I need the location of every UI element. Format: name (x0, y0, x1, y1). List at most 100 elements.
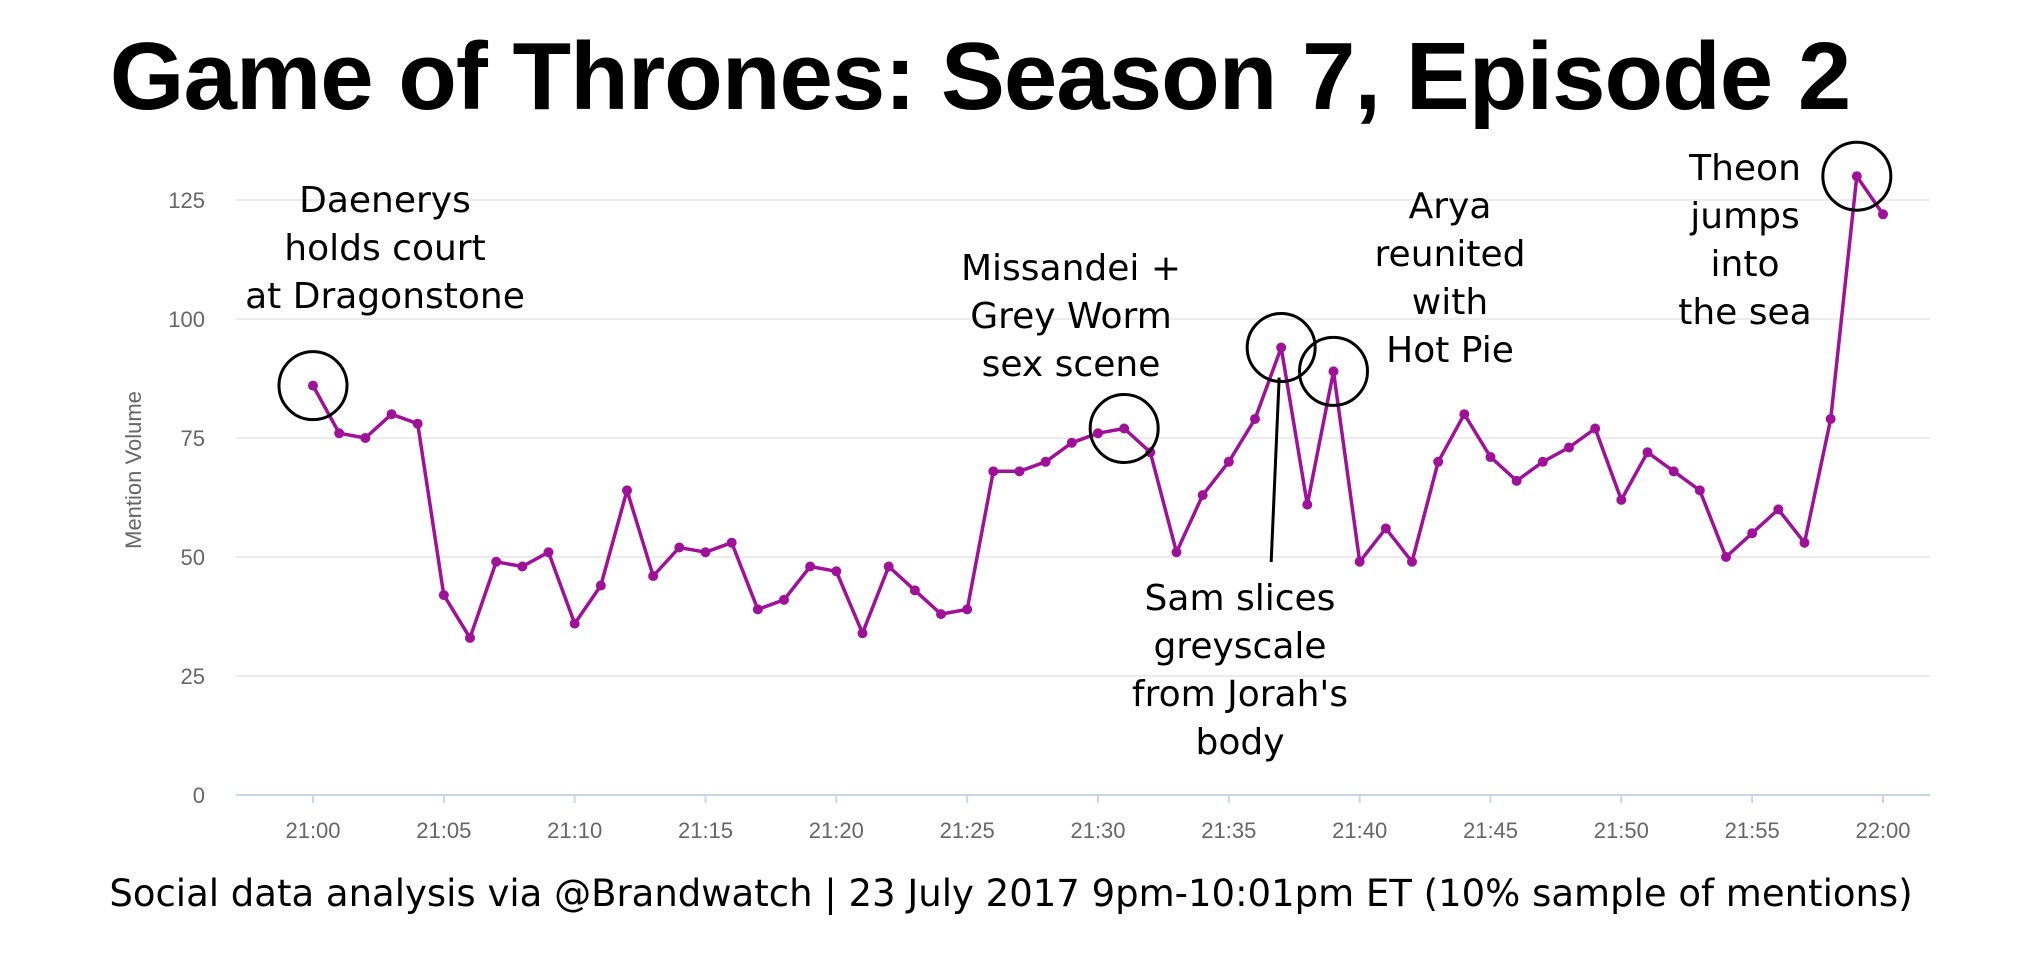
data-point (779, 594, 789, 605)
y-tick-label: 75 (181, 426, 205, 451)
data-point (1093, 428, 1103, 439)
x-tick-label: 21:55 (1725, 818, 1780, 843)
annotation-text: Hot Pie (1386, 330, 1514, 371)
data-point (936, 609, 946, 620)
annotation-circle (1088, 392, 1160, 464)
x-tick-label: 21:15 (678, 818, 733, 843)
x-tick-label: 21:05 (416, 818, 471, 843)
annotation-text: from Jorah's (1132, 674, 1348, 715)
data-point (988, 466, 999, 477)
annotation-text: into (1711, 244, 1780, 285)
data-point (1433, 456, 1444, 467)
y-tick-label: 100 (168, 307, 205, 332)
x-tick-label: 21:20 (809, 818, 864, 843)
data-point (1616, 494, 1627, 505)
data-point (517, 561, 528, 572)
data-point (1537, 456, 1548, 467)
annotation-circle (1298, 335, 1369, 407)
annotation-text: jumps (1689, 196, 1800, 237)
data-point (1459, 409, 1470, 420)
data-point (648, 571, 659, 582)
data-point (1302, 499, 1313, 510)
data-point (569, 618, 580, 629)
data-point (752, 604, 763, 615)
data-point (1694, 485, 1705, 496)
annotation-text: Theon (1688, 148, 1801, 189)
data-point (543, 547, 554, 558)
axes: 0 25 50 75 100 125 21:00 21:05 21:10 21:15 21:20 21… (168, 188, 1930, 843)
x-tick-label: 21:45 (1463, 818, 1518, 843)
data-point (805, 561, 816, 572)
data-point (1171, 547, 1182, 558)
data-point (595, 580, 606, 591)
data-point (386, 409, 397, 420)
y-tick-label: 25 (181, 664, 205, 689)
annotation-text: reunited (1375, 234, 1526, 275)
data-point (360, 433, 371, 443)
x-tick-label: 21:00 (285, 818, 340, 843)
data-point (491, 556, 502, 567)
annotation-text: Grey Worm (970, 296, 1172, 337)
data-point (1066, 437, 1077, 448)
x-tick-label: 21:10 (547, 818, 602, 843)
data-point (674, 542, 685, 553)
annotations: Daenerys holds court at Dragonstone Missand… (245, 140, 1893, 763)
data-point (1328, 366, 1339, 377)
data-point (1773, 504, 1784, 515)
data-point (909, 585, 920, 596)
annotation-pointer (1269, 377, 1281, 563)
data-point (1223, 456, 1234, 467)
annotation-text: Sam slices (1145, 578, 1336, 619)
data-point (1040, 456, 1051, 467)
x-tick-label: 21:35 (1201, 818, 1256, 843)
y-tick-label: 0 (193, 783, 205, 808)
annotation-text: greyscale (1153, 626, 1326, 667)
annotation-text: Arya (1409, 186, 1492, 227)
data-point (883, 561, 894, 572)
data-point (1354, 556, 1365, 567)
annotation-text: Missandei + (961, 248, 1181, 289)
data-point (1642, 447, 1653, 458)
annotation-circle (277, 350, 349, 422)
data-point (1511, 475, 1522, 486)
x-tick-label: 21:30 (1070, 818, 1125, 843)
annotation-circle (1245, 312, 1317, 384)
y-axis-label: Mention Volume (121, 391, 146, 549)
data-point (1590, 423, 1601, 434)
data-point (1014, 466, 1025, 477)
data-point (1276, 342, 1287, 353)
data-point (1197, 490, 1208, 501)
data-point (857, 628, 868, 639)
data-point (1721, 552, 1731, 562)
data-point (1407, 556, 1417, 567)
footer-caption: Social data analysis via @Brandwatch | 2… (109, 872, 1913, 915)
data-point (726, 537, 737, 548)
x-tick-label: 21:50 (1594, 818, 1649, 843)
data-point (1851, 171, 1862, 182)
x-tick-label: 21:25 (940, 818, 995, 843)
x-tick-label: 22:00 (1855, 818, 1910, 843)
data-point (465, 632, 475, 643)
annotation-text: with (1412, 282, 1488, 323)
data-point (1747, 528, 1758, 539)
data-point (334, 428, 345, 439)
annotation-text: sex scene (982, 344, 1161, 385)
annotation-text: the sea (1678, 292, 1812, 333)
data-point (1119, 423, 1130, 434)
data-point (308, 380, 318, 391)
data-point (1250, 413, 1260, 424)
chart-title: Game of Thrones: Season 7, Episode 2 (109, 23, 1851, 130)
y-tick-label: 125 (168, 188, 205, 213)
annotation-text: at Dragonstone (245, 276, 525, 317)
data-point (1799, 537, 1810, 548)
data-series (308, 171, 1888, 643)
annotation-text: body (1195, 722, 1284, 763)
data-point (962, 604, 973, 615)
annotation-text: Daenerys (299, 180, 471, 221)
annotation-text: holds court (284, 228, 485, 269)
annotation-circle (1821, 140, 1893, 212)
data-point (700, 547, 711, 558)
data-point (1878, 209, 1888, 220)
data-point (1825, 413, 1836, 424)
